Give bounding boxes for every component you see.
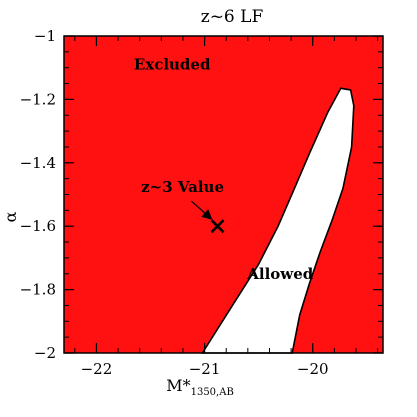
allowed-label: Allowed bbox=[246, 265, 313, 283]
y-tick-label: −1.2 bbox=[20, 90, 56, 108]
x-axis: −22 −21 −20 bbox=[74, 36, 379, 378]
x-tick-label: −21 bbox=[189, 360, 221, 378]
excluded-label: Excluded bbox=[134, 56, 211, 74]
y-tick-label: −2 bbox=[34, 344, 56, 362]
y-axis-label: α bbox=[1, 211, 20, 222]
allowed-region bbox=[200, 87, 355, 354]
point-arrow bbox=[191, 200, 213, 220]
chart-title: z~6 LF bbox=[201, 7, 264, 27]
y-axis: −1 −1.2 −1.4 −1.6 −1.8 −2 bbox=[20, 27, 383, 362]
y-tick-label: −1.8 bbox=[20, 281, 56, 299]
y-tick-label: −1.6 bbox=[20, 217, 56, 235]
y-tick-label: −1 bbox=[34, 27, 56, 45]
data-point-marker bbox=[210, 219, 225, 234]
point-label: z~3 Value bbox=[141, 178, 224, 196]
point-marker-stroke bbox=[210, 219, 225, 234]
x-tick-label: −22 bbox=[81, 360, 113, 378]
x-axis-label-subscript: 1350,AB bbox=[191, 387, 234, 398]
x-tick-label: −20 bbox=[297, 360, 329, 378]
x-axis-label: M*1350,AB bbox=[166, 376, 234, 398]
y-tick-label: −1.4 bbox=[20, 154, 56, 172]
x-axis-label-main: M* bbox=[166, 376, 190, 395]
